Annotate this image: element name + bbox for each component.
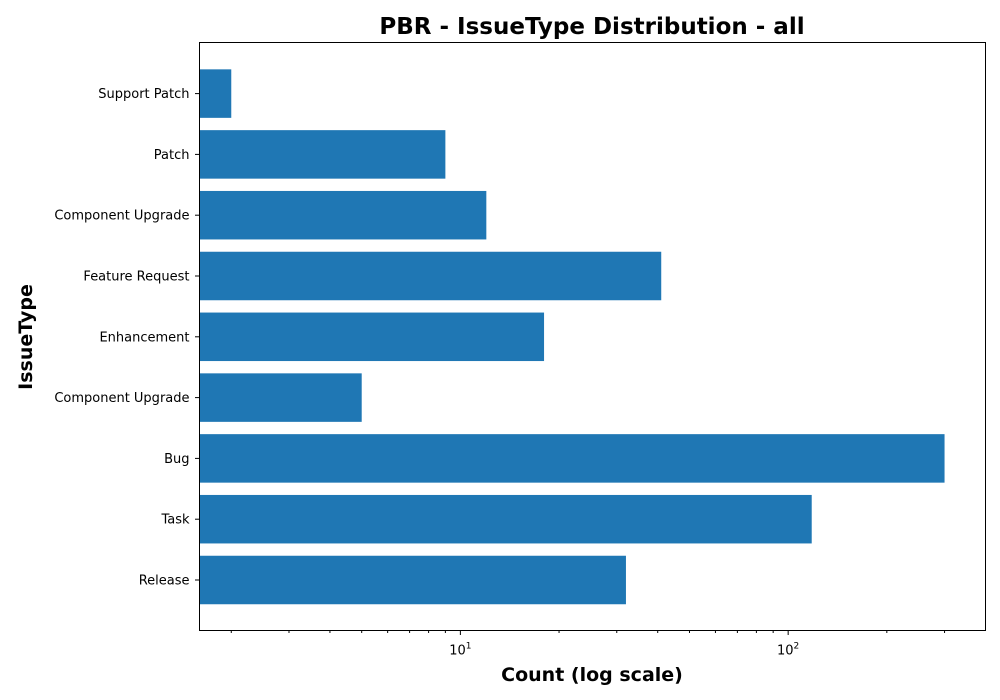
y-tick-label-feature-request-5: Feature Request	[83, 270, 189, 285]
bar-component-upgrade-6	[199, 190, 487, 240]
y-tick-label-component-upgrade-3: Component Upgrade	[54, 391, 189, 406]
bars-group	[199, 69, 945, 605]
y-tick-label-task-1: Task	[160, 513, 190, 528]
bar-bug-2	[199, 434, 945, 483]
bar-feature-request-5	[199, 251, 662, 301]
plot-frame	[199, 42, 986, 631]
y-tick-label-enhancement-4: Enhancement	[99, 330, 189, 345]
y-tick-label-component-upgrade-6: Component Upgrade	[54, 209, 189, 224]
x-axis-label: Count (log scale)	[501, 664, 683, 686]
y-tick-label-release-0: Release	[139, 574, 190, 589]
y-tick-label-bug-2: Bug	[164, 452, 189, 467]
x-tick-label-10-1: 101	[449, 642, 471, 659]
bar-task-1	[199, 494, 812, 544]
bar-release-0	[199, 555, 626, 605]
chart-title: PBR - IssueType Distribution - all	[379, 14, 804, 40]
bar-patch-7	[199, 130, 446, 179]
ticks-group: Release Task Bug Component Upgrade Enhanceme…	[54, 87, 946, 659]
bar-enhancement-4	[199, 312, 545, 362]
y-axis-label: IssueType	[15, 284, 37, 390]
bar-component-upgrade-3	[199, 373, 362, 422]
x-tick-label-10-2: 102	[777, 642, 799, 659]
bar-support-patch-8	[199, 69, 232, 118]
y-tick-label-support-patch-8: Support Patch	[98, 87, 189, 102]
y-tick-label-patch-7: Patch	[154, 148, 190, 163]
